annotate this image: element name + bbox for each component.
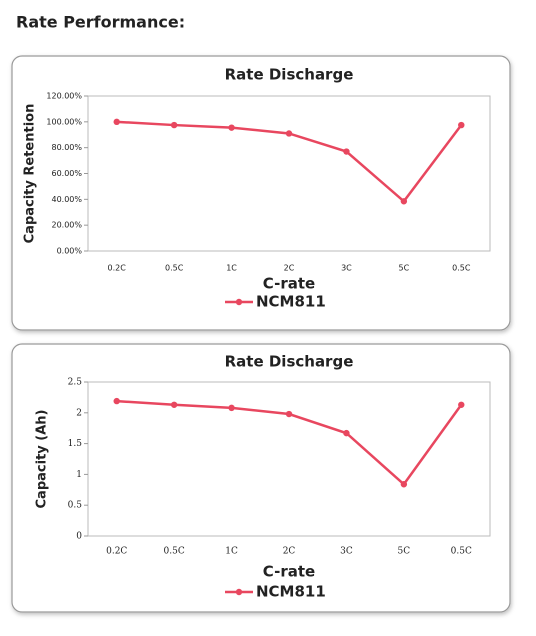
- data-point: [113, 397, 120, 405]
- legend-marker: [235, 298, 243, 306]
- data-point: [458, 401, 465, 408]
- data-point: [400, 481, 408, 488]
- y-tick-label: 0.5: [68, 501, 83, 511]
- chart-title: Rate Discharge: [225, 66, 354, 84]
- x-tick-label: 0.5C: [165, 264, 184, 273]
- y-tick-label: 60.00%: [51, 169, 82, 178]
- data-point: [458, 121, 465, 129]
- card: [11, 55, 511, 331]
- y-tick-label: 40.00%: [51, 195, 82, 204]
- y-tick-label: 2: [76, 408, 82, 418]
- data-point: [285, 410, 293, 418]
- x-tick-label: 5C: [399, 264, 410, 273]
- y-tick-label: 0: [76, 532, 82, 542]
- x-tick-label: 0.5C: [451, 547, 472, 557]
- y-tick-label: 0.00%: [57, 247, 83, 256]
- legend-label: NCM811: [256, 583, 326, 601]
- data-point: [285, 130, 293, 137]
- x-tick-label: 1C: [225, 547, 238, 557]
- chart-title: Rate Discharge: [225, 353, 354, 371]
- x-axis-title: C-rate: [263, 563, 315, 581]
- legend-label: NCM811: [256, 293, 326, 311]
- x-tick-label: 0.2C: [106, 547, 127, 557]
- x-axis-title: C-rate: [263, 275, 315, 293]
- legend-marker: [235, 588, 243, 596]
- heading: Rate Performance:: [16, 13, 185, 32]
- plot-frame: [87, 381, 491, 537]
- y-tick-label: 120.00%: [46, 92, 82, 101]
- data-point: [170, 121, 178, 129]
- data-point: [343, 148, 350, 155]
- y-tick-label: 80.00%: [51, 143, 82, 152]
- y-tick-label: 20.00%: [51, 221, 82, 230]
- y-axis-title: Capacity (Ah): [35, 410, 50, 509]
- x-tick-label: 0.5C: [452, 264, 471, 273]
- x-tick-label: 2C: [283, 547, 296, 557]
- data-point: [228, 404, 235, 412]
- x-tick-label: 3C: [340, 547, 353, 557]
- y-axis-title: Capacity Retention: [23, 104, 38, 244]
- x-tick-label: 5C: [398, 547, 411, 557]
- data-point: [113, 118, 120, 126]
- card: [11, 343, 511, 613]
- x-tick-label: 0.2C: [108, 264, 127, 273]
- x-tick-label: 3C: [341, 264, 352, 273]
- data-point: [228, 124, 235, 131]
- x-tick-label: 0.5C: [164, 547, 185, 557]
- data-point: [170, 401, 178, 408]
- y-tick-label: 100.00%: [46, 117, 82, 126]
- data-point: [343, 429, 350, 437]
- y-tick-label: 2.5: [68, 378, 83, 388]
- x-tick-label: 1C: [226, 264, 237, 273]
- data-point: [400, 198, 408, 205]
- y-tick-label: 1.5: [68, 439, 83, 449]
- x-tick-label: 2C: [284, 264, 295, 273]
- y-tick-label: 1: [76, 470, 82, 480]
